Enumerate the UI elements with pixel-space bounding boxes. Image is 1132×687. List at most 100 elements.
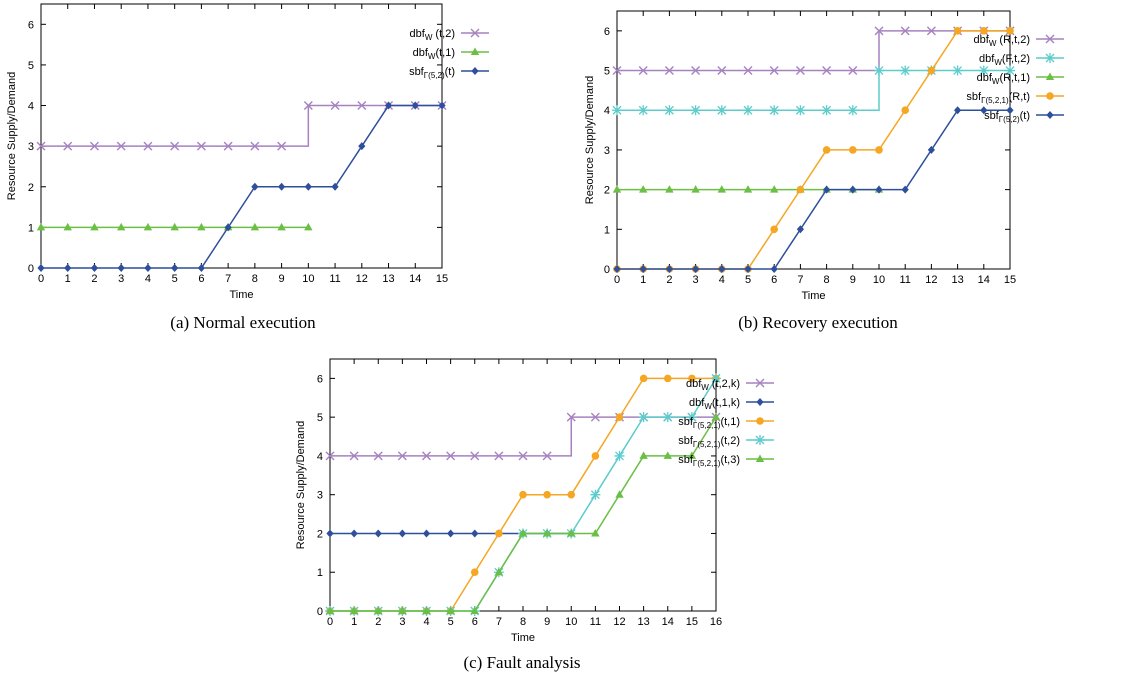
x-axis-label: Time	[229, 289, 253, 301]
y-tick-label: 3	[604, 145, 610, 157]
chart-caption: (c) Fault analysis	[463, 653, 580, 672]
plot-frame	[40, 3, 443, 269]
data-point	[612, 105, 622, 116]
data-point	[978, 65, 989, 76]
data-point	[716, 105, 727, 116]
x-tick-label: 4	[423, 616, 429, 628]
data-point	[875, 185, 883, 194]
data-point	[303, 101, 313, 111]
data-point	[63, 141, 73, 151]
data-point	[1006, 106, 1014, 115]
legend-marker	[1045, 72, 1055, 80]
data-point	[615, 413, 624, 421]
x-axis-label: Time	[801, 290, 825, 302]
data-point	[874, 65, 884, 76]
x-tick-label: 9	[279, 273, 285, 285]
x-tick-label: 0	[327, 616, 333, 628]
data-point	[718, 265, 726, 273]
x-tick-label: 13	[638, 616, 650, 628]
data-point	[691, 185, 700, 193]
data-point	[90, 222, 99, 231]
legend-marker	[470, 47, 480, 55]
data-point	[900, 26, 910, 36]
data-point	[847, 105, 858, 116]
series-5	[613, 106, 1014, 273]
data-point	[422, 529, 431, 538]
data-point	[639, 185, 648, 193]
data-point	[717, 66, 727, 76]
legend: dbfW (t,2) dbfW(t,1) sbfΓ(5,2)(t)	[409, 28, 489, 80]
legend-label: sbfΓ(5,2,1)(R,t)	[966, 91, 1030, 105]
data-point	[331, 182, 339, 191]
data-point	[770, 265, 778, 273]
data-point	[823, 185, 831, 194]
legend-item: dbfW (R,t,2)	[974, 34, 1064, 48]
x-tick-label: 9	[544, 616, 550, 628]
data-point	[664, 66, 674, 76]
data-point	[638, 105, 649, 116]
x-tick-label: 3	[118, 273, 124, 285]
data-point	[663, 451, 672, 459]
legend-item: sbfΓ(5,2)(t)	[409, 66, 489, 80]
legend-item: sbfΓ(5,2,1)(R,t)	[966, 91, 1064, 105]
chart-fault-analysis: 0 1 2 3 4 5 6 7 8 9 10 11 12 13 14 15 160123456TimeResou…	[295, 358, 774, 672]
series-3	[326, 374, 720, 615]
chart-recovery-execution: 0 1 2 3 4 5 6 7 8 9 10 11 12 13 14 150123456TimeResourc…	[584, 10, 1064, 332]
legend-item: dbfW (t,2)	[410, 28, 489, 42]
series-line	[617, 109, 1010, 270]
x-tick-label: 9	[850, 274, 856, 286]
data-point	[848, 66, 858, 76]
x-tick-label: 11	[899, 274, 910, 286]
data-point	[1005, 65, 1015, 76]
data-point	[36, 222, 46, 231]
x-tick-label: 15	[1004, 274, 1016, 286]
data-point	[63, 222, 72, 231]
data-point	[446, 606, 455, 614]
data-point	[197, 264, 205, 272]
data-point	[711, 412, 721, 421]
data-point	[980, 27, 988, 35]
data-point	[692, 265, 700, 273]
data-point	[374, 606, 383, 614]
data-point	[326, 529, 334, 538]
legend-label: dbfW(R,t,1)	[977, 72, 1030, 86]
data-point	[374, 529, 382, 538]
legend-item: dbfW(R,t,1)	[977, 72, 1064, 86]
data-point	[494, 567, 504, 576]
x-tick-label: 1	[65, 273, 71, 285]
data-point	[470, 451, 480, 461]
data-point	[743, 105, 753, 116]
data-point	[398, 529, 406, 538]
data-point	[591, 452, 600, 460]
x-tick-label: 12	[613, 616, 625, 628]
data-point	[471, 529, 479, 538]
data-point	[665, 185, 674, 193]
data-point	[901, 106, 909, 115]
legend-label: sbfΓ(5,2)(t)	[409, 66, 455, 80]
data-point	[743, 66, 753, 76]
x-tick-label: 2	[666, 274, 672, 286]
x-tick-label: 15	[436, 273, 448, 285]
legend-label: sbfΓ(5,2,1)(t,1)	[678, 416, 740, 430]
data-point	[519, 490, 527, 499]
x-tick-label: 8	[520, 616, 526, 628]
data-point	[638, 66, 648, 76]
data-point	[411, 101, 419, 110]
series-1	[36, 101, 447, 151]
legend-marker	[756, 417, 764, 425]
x-tick-label: 8	[824, 274, 830, 286]
data-point	[330, 101, 340, 111]
x-tick-label: 14	[662, 616, 674, 628]
y-tick-label: 2	[317, 528, 323, 540]
data-point	[590, 489, 601, 500]
x-tick-label: 3	[399, 616, 405, 628]
x-tick-label: 10	[302, 273, 314, 285]
y-tick-label: 6	[317, 373, 323, 385]
data-point	[926, 26, 936, 36]
legend-item: dbfW(F,t,2)	[979, 53, 1064, 67]
y-tick-label: 6	[28, 19, 34, 31]
y-tick-label: 0	[28, 263, 34, 275]
series-2	[612, 65, 1015, 116]
data-point	[591, 528, 600, 537]
data-point	[349, 606, 359, 614]
